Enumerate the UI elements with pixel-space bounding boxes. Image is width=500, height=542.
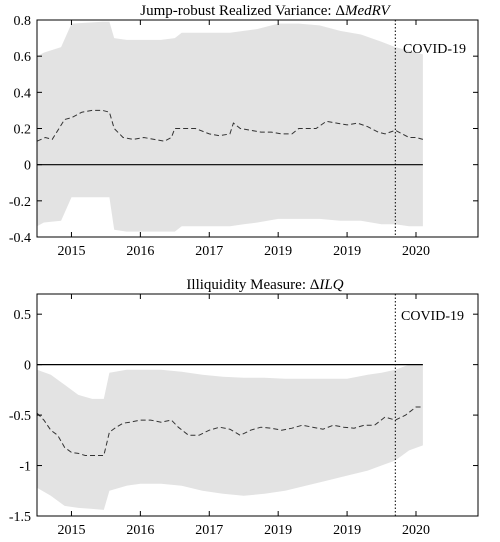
panel-ilq-confidence-band xyxy=(37,364,423,510)
panel-ilq-y-tick-label: -1 xyxy=(19,460,31,475)
panel-ilq-x-tick-label: 2020 xyxy=(402,523,430,538)
panel-ilq-y-tick-label: 0.5 xyxy=(14,308,32,323)
panel-ilq-y-tick-label: -0.5 xyxy=(9,409,31,424)
panel-ilq-y-axis: 0.5 0 -0.5 -1 -1.5 xyxy=(9,308,478,525)
panel-medrv-y-axis: 0.8 0.6 0.4 0.2 0 -0.2 -0.4 xyxy=(9,14,478,246)
panel-medrv-confidence-band-layer xyxy=(37,21,423,232)
panel-medrv-series-layer xyxy=(36,109,424,142)
panel-ilq-series-line-0 xyxy=(36,406,423,456)
panel-ilq-series-layer xyxy=(36,406,423,456)
panel-ilq-covid-annotation: COVID-19 xyxy=(401,309,464,324)
panel-medrv-y-tick-label: -0.4 xyxy=(9,231,31,246)
panel-medrv-y-tick-label: 0.2 xyxy=(14,123,32,138)
panel-ilq-x-tick-label: 2019 xyxy=(333,523,361,538)
panel-ilq-title: Illiquidity Measure: ΔILQ xyxy=(186,277,343,293)
panel-medrv-series-line-0 xyxy=(36,109,424,142)
panel-medrv-y-tick-label: 0.6 xyxy=(14,50,32,65)
panel-medrv-covid-annotation: COVID-19 xyxy=(403,42,466,57)
panel-medrv-x-tick-label: 2020 xyxy=(402,244,430,259)
panel-medrv-x-axis: 2015 2016 2017 2019 2019 2020 xyxy=(57,20,430,259)
panel-ilq: Illiquidity Measure: ΔILQ COVID-19 0.5 0 -… xyxy=(9,277,479,538)
panel-ilq-y-tick-label: 0 xyxy=(24,359,31,374)
panel-medrv-title: Jump-robust Realized Variance: ΔMedRV xyxy=(140,3,391,19)
panel-ilq-x-tick-label: 2015 xyxy=(57,523,85,538)
panel-medrv-x-tick-label: 2019 xyxy=(264,244,292,259)
panel-ilq-x-tick-label: 2019 xyxy=(264,523,292,538)
panel-medrv-y-tick-label: -0.2 xyxy=(9,195,31,210)
panel-ilq-y-tick-label: -1.5 xyxy=(9,510,31,525)
panel-medrv-y-tick-label: 0.4 xyxy=(14,86,32,101)
panel-medrv-x-tick-label: 2017 xyxy=(195,244,223,259)
panel-ilq-x-tick-label: 2017 xyxy=(195,523,223,538)
panel-medrv-y-tick-label: 0 xyxy=(24,159,31,174)
panel-medrv: Jump-robust Realized Variance: ΔMedRV CO… xyxy=(9,3,479,259)
panel-ilq-x-axis: 2015 2016 2017 2019 2019 2020 xyxy=(57,294,430,538)
panel-medrv-confidence-band xyxy=(37,21,423,232)
panel-medrv-x-tick-label: 2016 xyxy=(126,244,154,259)
panel-ilq-x-tick-label: 2016 xyxy=(126,523,154,538)
panel-ilq-confidence-band-layer xyxy=(37,364,423,510)
panel-ilq-axes-frame xyxy=(36,293,479,517)
panel-medrv-x-tick-label: 2015 xyxy=(57,244,85,259)
panel-medrv-y-tick-label: 0.8 xyxy=(14,14,32,29)
panel-medrv-x-tick-label: 2019 xyxy=(333,244,361,259)
